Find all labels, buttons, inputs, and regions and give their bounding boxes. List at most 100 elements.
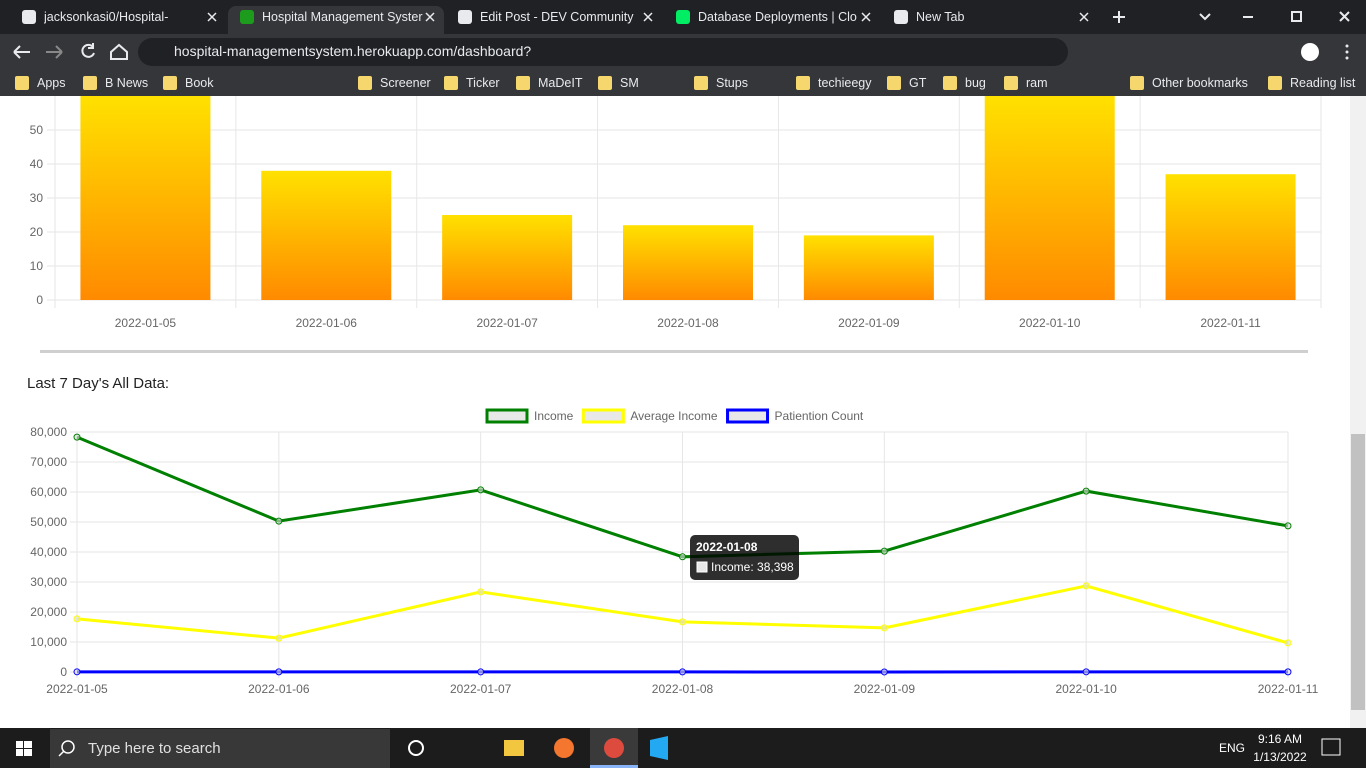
x-tick-label: 2022-01-07 xyxy=(476,316,538,330)
bookmark-icon xyxy=(163,76,177,90)
bar xyxy=(80,96,211,300)
tab-close xyxy=(1079,12,1089,22)
bookmark[interactable]: GT xyxy=(909,76,927,90)
bar xyxy=(1165,174,1296,300)
bookmark[interactable]: ram xyxy=(1026,76,1048,90)
legend-label: Patiention Count xyxy=(775,409,864,423)
language[interactable]: ENG xyxy=(1219,741,1246,755)
scroll-thumb[interactable] xyxy=(1351,434,1365,710)
bookmark-icon xyxy=(1130,76,1144,90)
x-tick-label: 2022-01-11 xyxy=(1258,682,1319,696)
x-tick-label: 2022-01-10 xyxy=(1019,316,1081,330)
bookmark[interactable]: B News xyxy=(105,76,149,90)
bar xyxy=(803,235,934,300)
y-tick-label: 80,000 xyxy=(30,425,67,439)
x-tick-label: 2022-01-06 xyxy=(248,682,310,696)
bookmark[interactable]: Screener xyxy=(380,76,431,90)
x-tick-label: 2022-01-09 xyxy=(854,682,916,696)
tab-icon xyxy=(676,10,690,24)
bookmark-icon xyxy=(15,76,29,90)
data-point xyxy=(679,668,686,676)
tooltip-title: 2022-01-08 xyxy=(696,540,758,554)
x-tick-label: 2022-01-06 xyxy=(296,316,358,330)
bookmark-icon xyxy=(444,76,458,90)
bookmark-icon xyxy=(1004,76,1018,90)
bookmark-icon xyxy=(1268,76,1282,90)
y-tick-label: 10,000 xyxy=(30,635,67,649)
x-tick-label: 2022-01-10 xyxy=(1055,682,1117,696)
data-point xyxy=(477,486,485,494)
tab[interactable] xyxy=(228,6,444,34)
taskbar-search[interactable] xyxy=(50,729,390,768)
x-tick-label: 2022-01-08 xyxy=(652,682,714,696)
clock-date[interactable]: 1/13/2022 xyxy=(1253,750,1307,764)
separator xyxy=(40,350,1308,353)
bar xyxy=(984,96,1115,300)
bookmark[interactable]: Reading list xyxy=(1290,76,1356,90)
bookmark[interactable]: Book xyxy=(185,76,214,90)
tooltip xyxy=(690,535,799,580)
bookmark[interactable]: Ticker xyxy=(466,76,500,90)
tab-close xyxy=(425,12,435,22)
tooltip-swatch xyxy=(696,561,708,573)
bookmark-icon xyxy=(516,76,530,90)
tooltip-label: Income: 38,398 xyxy=(711,560,794,574)
search-text[interactable]: Type here to search xyxy=(88,740,221,757)
tab-close xyxy=(861,12,871,22)
tab-icon xyxy=(458,10,472,24)
data-point xyxy=(1284,522,1292,530)
x-tick-label: 2022-01-09 xyxy=(838,316,900,330)
taskbar-icons xyxy=(16,728,1341,768)
data-point xyxy=(73,615,81,623)
legend-swatch xyxy=(581,408,625,424)
bookmark[interactable]: bug xyxy=(965,76,986,90)
data-point xyxy=(1284,668,1292,676)
bookmark[interactable]: techieegy xyxy=(818,76,872,90)
tab-title[interactable]: Database Deployments | Clo xyxy=(698,10,857,24)
data-point xyxy=(275,668,283,676)
address-text[interactable]: hospital-managementsystem.herokuapp.com/… xyxy=(174,43,532,59)
y-tick-label: 70,000 xyxy=(30,455,67,469)
data-point xyxy=(73,668,81,676)
x-tick-label: 2022-01-07 xyxy=(450,682,512,696)
legend-swatch xyxy=(485,408,529,424)
bookmark[interactable]: SM xyxy=(620,76,639,90)
data-point xyxy=(1082,582,1090,590)
legend-swatch xyxy=(726,408,770,424)
data-point xyxy=(73,433,81,441)
data-point xyxy=(477,668,485,676)
y-tick-label: 40 xyxy=(30,157,44,171)
bookmark[interactable]: Stups xyxy=(716,76,748,90)
tab-title[interactable]: jacksonkasi0/Hospital-Manag xyxy=(44,10,169,24)
y-tick-label: 20 xyxy=(30,225,44,239)
tab-title[interactable]: New Tab xyxy=(916,10,965,24)
bookmark[interactable]: MaDeIT xyxy=(538,76,583,90)
x-tick-label: 2022-01-08 xyxy=(657,316,719,330)
data-point xyxy=(679,553,686,561)
data-point xyxy=(1082,668,1090,676)
y-tick-label: 10 xyxy=(30,259,44,273)
bookmark-icon xyxy=(796,76,810,90)
tab-close xyxy=(207,12,217,22)
legend-label: Average Income xyxy=(630,409,717,423)
y-tick-label: 60,000 xyxy=(30,485,67,499)
bookmark[interactable]: Apps xyxy=(37,76,66,90)
y-tick-label: 50,000 xyxy=(30,515,67,529)
bookmark-icon xyxy=(598,76,612,90)
tab-icon xyxy=(894,10,908,24)
chart-title: Last 7 Day's All Data: xyxy=(27,375,169,392)
bookmark[interactable]: Other bookmarks xyxy=(1152,76,1248,90)
bookmark-icon xyxy=(887,76,901,90)
clock-time[interactable]: 9:16 AM xyxy=(1257,732,1303,746)
tab-title[interactable]: Hospital Management Syster xyxy=(262,10,423,24)
bar xyxy=(261,170,392,300)
data-point xyxy=(880,547,888,555)
tab-icon xyxy=(22,10,36,24)
data-point xyxy=(679,618,686,626)
address-bar[interactable] xyxy=(138,38,1068,66)
data-point xyxy=(477,588,485,596)
y-tick-label: 30 xyxy=(30,191,44,205)
tab-title[interactable]: Edit Post - DEV Community xyxy=(480,10,634,24)
bookmark-icon xyxy=(943,76,957,90)
